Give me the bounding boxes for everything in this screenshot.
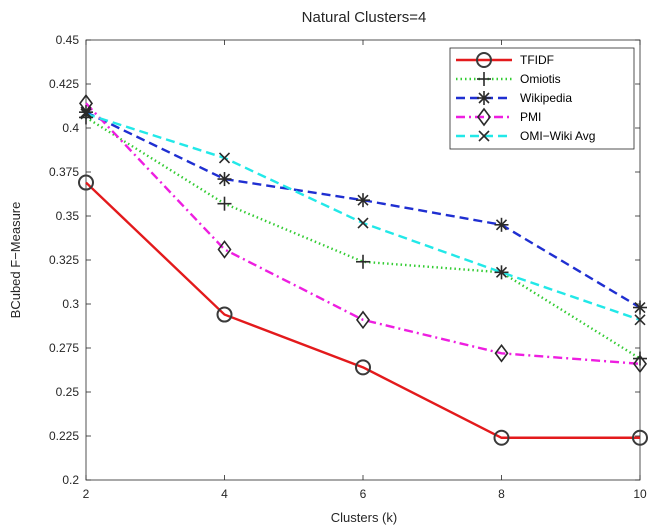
y-tick-label: 0.275 xyxy=(49,341,79,355)
plot-area: 2 4 6 8 10 0.2 0.225 0.25 0.275 0.3 0.325 0.35 0.375… xyxy=(49,33,648,501)
y-tick-label: 0.325 xyxy=(49,253,79,267)
legend-marker xyxy=(476,52,492,68)
x-tick-label: 2 xyxy=(83,487,90,501)
series-line-wikipedia xyxy=(85,111,641,309)
data-point xyxy=(356,310,370,330)
data-point xyxy=(216,306,233,323)
data-point xyxy=(355,359,371,376)
marker-stroke xyxy=(478,92,490,104)
legend-label: Omiotis xyxy=(520,72,561,86)
data-point xyxy=(633,300,647,315)
x-tick-label: 10 xyxy=(633,487,647,501)
data-point xyxy=(634,314,646,326)
data-point xyxy=(494,217,509,232)
data-point xyxy=(357,217,369,229)
data-point xyxy=(356,193,370,208)
y-axis-label: BCubed F−Measure xyxy=(8,202,23,319)
y-tick-label: 0.3 xyxy=(62,297,79,311)
data-point xyxy=(493,429,510,446)
y-tick-label: 0.225 xyxy=(49,429,79,443)
data-point xyxy=(78,174,94,191)
legend-marker xyxy=(477,91,491,105)
data-point xyxy=(632,429,648,446)
marker-stroke xyxy=(80,108,92,120)
y-tick-label: 0.45 xyxy=(56,33,80,47)
data-point xyxy=(494,343,509,363)
y-tick-label: 0.2 xyxy=(62,473,79,487)
data-point xyxy=(217,196,232,211)
marker-stroke xyxy=(218,173,231,185)
legend: TFIDF Omiotis Wikipedia PMI OMI−Wiki Avg xyxy=(449,47,635,150)
y-tick-label: 0.35 xyxy=(56,209,80,223)
marker-stroke xyxy=(357,194,369,206)
data-point xyxy=(79,94,93,113)
marker-stroke xyxy=(495,219,508,231)
series-line-omiotis xyxy=(85,116,641,360)
data-point xyxy=(217,172,232,187)
data-point xyxy=(80,108,92,120)
x-tick-label: 8 xyxy=(498,487,505,501)
x-tick-label: 6 xyxy=(360,487,367,501)
legend-marker xyxy=(478,130,490,142)
legend-label: PMI xyxy=(520,110,541,124)
marker-stroke xyxy=(478,130,490,142)
legend-label: TFIDF xyxy=(520,53,554,67)
marker-stroke xyxy=(357,217,369,229)
legend-marker xyxy=(477,72,491,86)
chart-title: Natural Clusters=4 xyxy=(302,9,427,26)
marker-stroke xyxy=(634,301,646,314)
y-tick-label: 0.375 xyxy=(49,165,79,179)
y-tick-label: 0.4 xyxy=(62,121,79,135)
data-point xyxy=(356,254,370,269)
x-tick-label: 4 xyxy=(221,487,228,501)
x-axis-label: Clusters (k) xyxy=(331,510,397,525)
legend-marker xyxy=(477,107,491,127)
y-tick-label: 0.425 xyxy=(49,77,79,91)
data-point xyxy=(633,354,647,374)
data-point xyxy=(495,266,508,278)
data-point xyxy=(217,240,232,259)
series-line-tfidf xyxy=(85,181,640,439)
legend-label: OMI−Wiki Avg xyxy=(520,129,595,143)
marker-stroke xyxy=(495,266,508,278)
marker-stroke xyxy=(634,314,646,326)
legend-label: Wikipedia xyxy=(520,91,572,105)
data-point xyxy=(218,152,231,164)
series-line-pmi xyxy=(85,102,641,366)
data-point xyxy=(633,351,647,366)
y-tick-label: 0.25 xyxy=(56,385,80,399)
marker-stroke xyxy=(218,152,231,164)
